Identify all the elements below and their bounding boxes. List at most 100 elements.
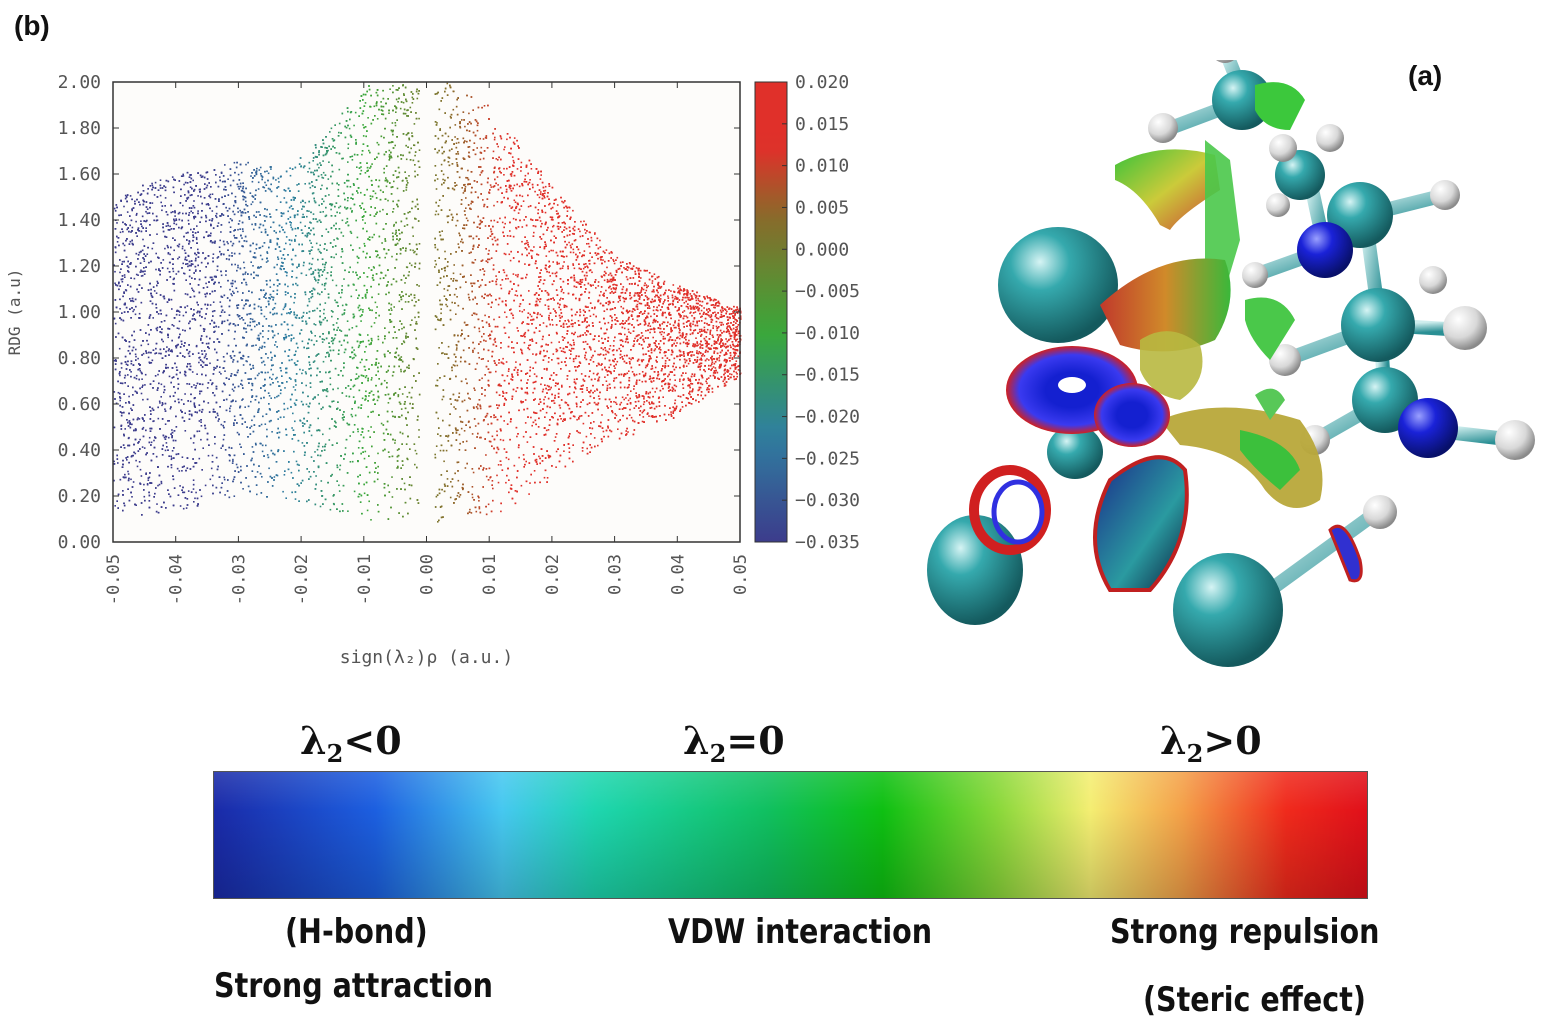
scatter-point	[347, 143, 350, 145]
scatter-point	[184, 293, 187, 295]
scatter-point	[691, 296, 693, 299]
scatter-point	[693, 373, 696, 376]
scatter-point	[301, 208, 303, 210]
scatter-point	[529, 366, 532, 369]
scatter-point	[175, 273, 178, 275]
scatter-point	[735, 360, 738, 362]
scatter-point	[514, 201, 517, 203]
scatter-point	[217, 222, 220, 224]
scatter-point	[307, 171, 309, 173]
scatter-point	[547, 429, 550, 431]
scatter-point	[205, 282, 207, 285]
scatter-point	[648, 345, 651, 348]
scatter-point	[289, 167, 291, 169]
scatter-point	[504, 222, 506, 225]
scatter-point	[515, 274, 517, 276]
scatter-point	[207, 454, 210, 457]
scatter-point	[211, 310, 214, 313]
scatter-point	[509, 230, 511, 232]
scatter-point	[579, 230, 581, 233]
scatter-point	[139, 369, 141, 372]
scatter-point	[706, 358, 708, 360]
scatter-point	[119, 231, 122, 234]
scatter-point	[274, 344, 276, 346]
scatter-point	[510, 378, 512, 380]
scatter-point	[346, 199, 349, 202]
scatter-point	[556, 204, 559, 206]
scatter-point	[704, 370, 706, 373]
scatter-point	[624, 333, 626, 336]
scatter-point	[224, 494, 226, 496]
scatter-point	[696, 356, 699, 359]
scatter-point	[718, 357, 720, 359]
scatter-point	[365, 390, 367, 393]
scatter-point	[412, 235, 414, 237]
scatter-point	[455, 224, 457, 227]
scatter-point	[414, 250, 416, 253]
scatter-point	[533, 231, 535, 234]
scatter-point	[328, 439, 331, 441]
scatter-point	[377, 452, 379, 455]
scatter-point	[171, 450, 174, 452]
scatter-point	[620, 305, 622, 308]
scatter-point	[204, 484, 207, 487]
scatter-point	[439, 128, 441, 130]
scatter-point	[596, 388, 598, 390]
scatter-point	[545, 255, 548, 257]
scatter-point	[415, 321, 418, 323]
scatter-point	[654, 296, 656, 298]
scatter-point	[502, 357, 504, 360]
scatter-points	[113, 82, 742, 523]
scatter-point	[623, 374, 625, 376]
scatter-point	[418, 117, 420, 120]
scatter-point	[271, 431, 273, 433]
scatter-point	[654, 348, 657, 350]
scatter-point	[225, 274, 227, 276]
scatter-point	[584, 232, 587, 234]
scatter-point	[521, 226, 524, 228]
scatter-point	[153, 420, 155, 422]
scatter-point	[140, 275, 143, 277]
scatter-point	[625, 338, 628, 341]
scatter-point	[561, 384, 563, 387]
scatter-point	[287, 210, 289, 213]
scatter-point	[196, 225, 198, 227]
scatter-point	[626, 372, 629, 375]
scatter-point	[418, 149, 421, 151]
scatter-point	[284, 293, 287, 296]
scatter-point	[148, 315, 151, 318]
scatter-point	[220, 423, 223, 426]
scatter-point	[193, 402, 196, 404]
scatter-point	[556, 225, 559, 228]
scatter-point	[370, 426, 372, 428]
scatter-point	[320, 480, 323, 482]
scatter-point	[653, 291, 655, 293]
scatter-point	[121, 260, 124, 263]
scatter-point	[337, 387, 339, 390]
scatter-point	[471, 486, 474, 488]
scatter-point	[440, 312, 442, 315]
scatter-point	[553, 235, 556, 237]
scatter-point	[504, 303, 507, 306]
scatter-point	[622, 286, 625, 288]
scatter-point	[526, 441, 529, 443]
scatter-point	[411, 102, 414, 104]
scatter-point	[522, 454, 525, 456]
scatter-point	[538, 196, 541, 199]
scatter-point	[385, 177, 387, 179]
scatter-point	[559, 407, 562, 409]
scatter-point	[209, 304, 212, 306]
scatter-point	[181, 175, 184, 177]
scatter-point	[690, 306, 692, 309]
scatter-point	[313, 309, 316, 312]
scatter-point	[172, 270, 175, 273]
scatter-point	[463, 430, 466, 432]
scatter-point	[563, 261, 565, 263]
scatter-point	[597, 281, 600, 283]
scatter-point	[283, 197, 286, 199]
scatter-point	[340, 256, 342, 258]
scatter-point	[287, 328, 290, 331]
scatter-point	[642, 403, 645, 406]
scatter-point	[679, 292, 681, 295]
scatter-point	[356, 366, 358, 369]
